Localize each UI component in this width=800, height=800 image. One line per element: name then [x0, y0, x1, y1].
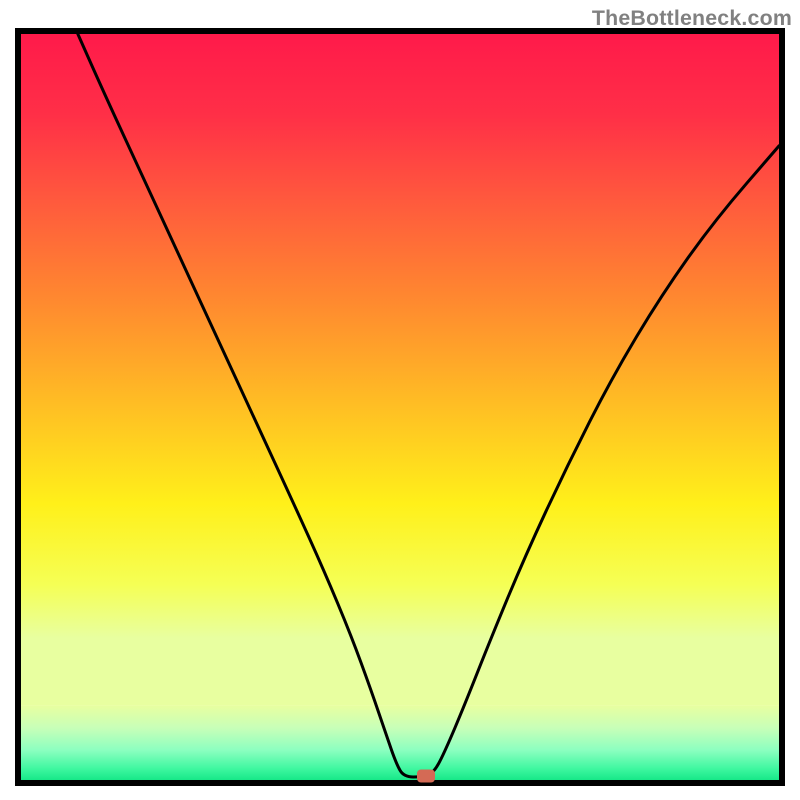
plot-area	[21, 34, 779, 780]
curve-line	[21, 34, 779, 780]
figure-root: TheBottleneck.com	[0, 0, 800, 800]
optimum-marker	[417, 769, 435, 782]
